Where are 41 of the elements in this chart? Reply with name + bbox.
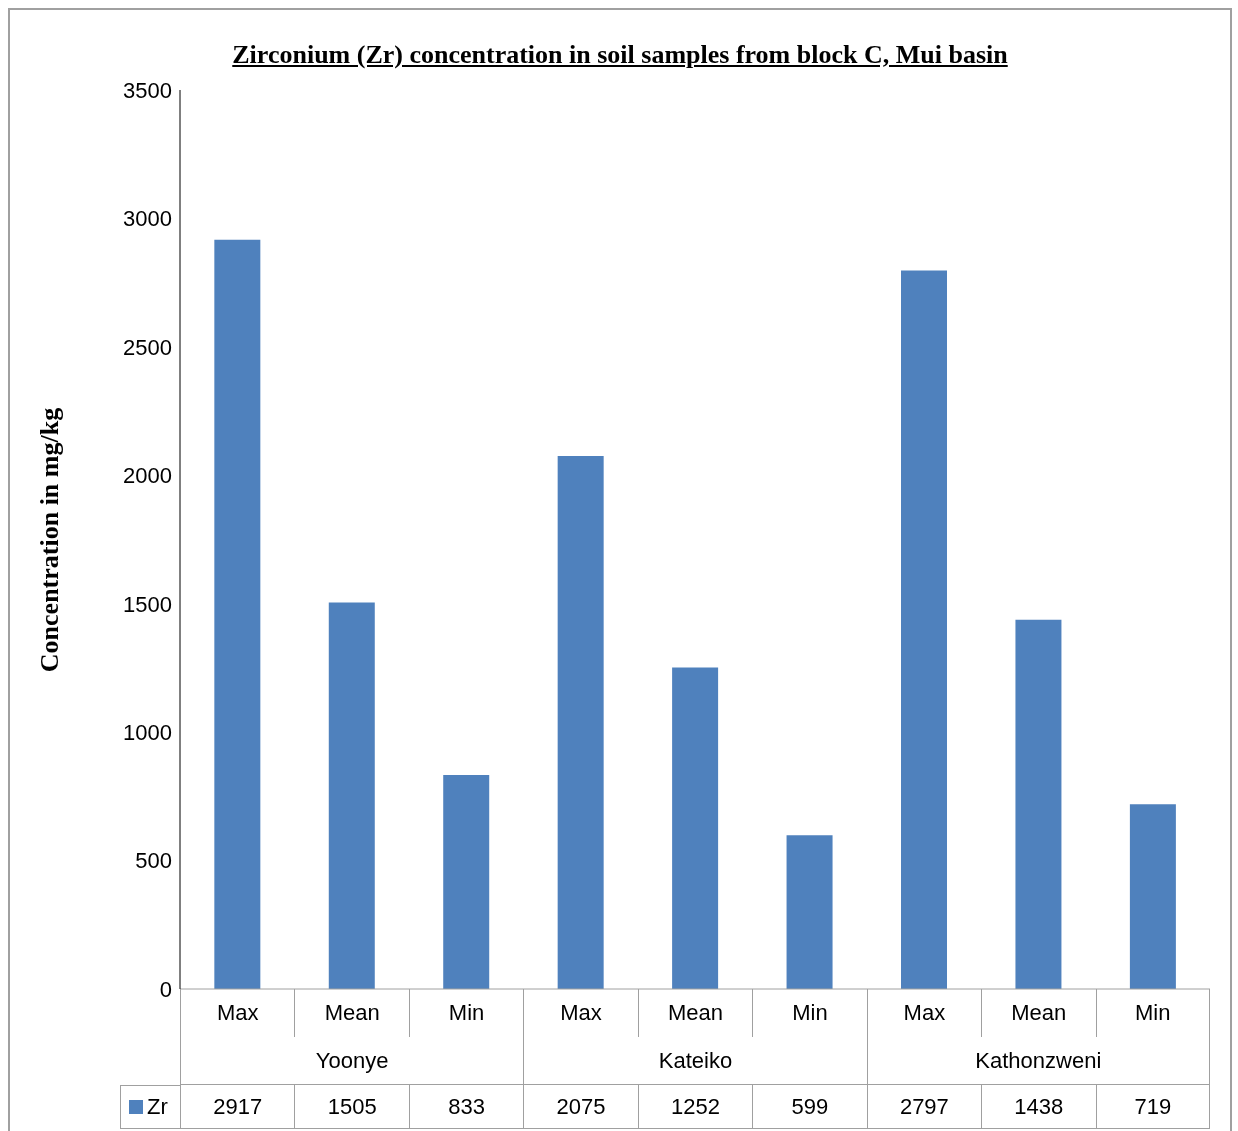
bar — [786, 835, 833, 989]
x-tick-label: Mean — [637, 989, 753, 1037]
data-label: 2797 — [866, 1085, 982, 1129]
bar — [1015, 619, 1062, 989]
data-label: 833 — [408, 1085, 524, 1129]
data-label: 2917 — [180, 1085, 295, 1129]
bar — [1129, 804, 1176, 989]
x-tick-label: Max — [180, 989, 295, 1037]
y-tick-label: 3000 — [123, 206, 172, 232]
bar — [557, 456, 604, 989]
data-label: 1252 — [637, 1085, 753, 1129]
y-tick-label: 2000 — [123, 463, 172, 489]
data-label: 1438 — [981, 1085, 1096, 1129]
x-tick-label: Min — [1095, 989, 1210, 1037]
y-tick-label: 2500 — [123, 334, 172, 360]
data-label: 719 — [1095, 1085, 1210, 1129]
bar — [672, 667, 719, 989]
x-tick-label: Min — [408, 989, 524, 1037]
data-label: 2075 — [523, 1085, 638, 1129]
bar — [328, 602, 375, 989]
text: Yoonye — [180, 1037, 524, 1085]
bar — [443, 775, 490, 989]
y-tick-label: 500 — [135, 848, 172, 874]
y-axis-title: Concentration in mg/kg — [35, 407, 65, 672]
y-tick-label: 1500 — [123, 591, 172, 617]
y-tick-label: 0 — [159, 976, 172, 1002]
x-tick-label: Max — [866, 989, 982, 1037]
text: Kateiko — [523, 1037, 867, 1085]
x-tick-label: Max — [523, 989, 638, 1037]
y-tick-label: 1000 — [123, 719, 172, 745]
bar — [901, 270, 947, 989]
text: Kathonzweni — [866, 1037, 1210, 1085]
bar — [214, 239, 261, 989]
legend-label: Zr — [120, 1085, 180, 1129]
data-label: 1505 — [294, 1085, 409, 1129]
y-tick-label: 3500 — [123, 77, 172, 103]
x-tick-label: Mean — [294, 989, 409, 1037]
x-tick-label: Mean — [981, 989, 1096, 1037]
data-label: 599 — [752, 1085, 867, 1129]
x-tick-label: Min — [752, 989, 867, 1037]
chart-title: Zirconium (Zr) concentration in soil samples from block C, Mui basin — [231, 40, 1009, 70]
